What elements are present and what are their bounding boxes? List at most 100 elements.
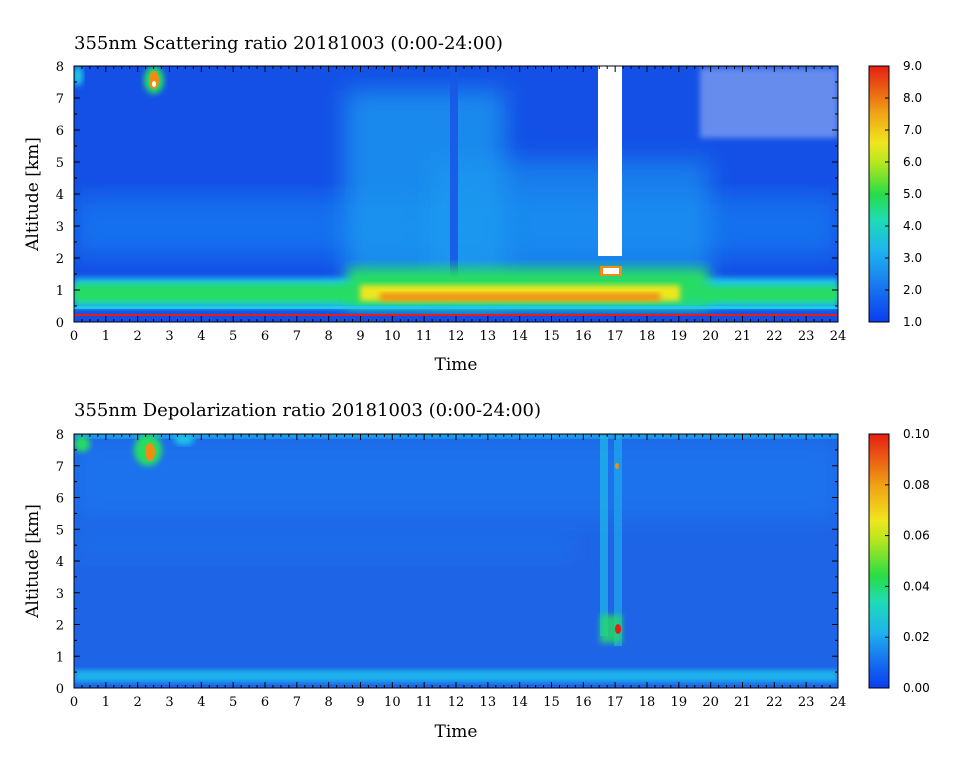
x-tick-label: 21 — [734, 695, 751, 710]
chart-title: 355nm Depolarization ratio 20181003 (0:0… — [74, 400, 541, 421]
colorbar-tick-label: 8.0 — [903, 91, 922, 105]
x-tick-label: 13 — [480, 695, 497, 710]
x-tick-label: 22 — [766, 329, 783, 344]
x-tick-label: 8 — [325, 329, 333, 344]
colorbar-tick-label: 0.00 — [903, 681, 930, 695]
y-tick-label: 8 — [56, 428, 64, 443]
x-tick-label: 23 — [798, 695, 815, 710]
y-tick-label: 5 — [56, 523, 64, 538]
x-tick-label: 2 — [134, 695, 142, 710]
colorbar-tick-label: 4.0 — [903, 219, 922, 233]
x-tick-label: 0 — [70, 329, 78, 344]
x-tick-label: 0 — [70, 695, 78, 710]
x-tick-label: 15 — [543, 329, 560, 344]
heatmap-field — [74, 66, 838, 322]
x-tick-label: 9 — [356, 329, 364, 344]
colorbar-tick-label: 7.0 — [903, 123, 922, 137]
x-tick-label: 17 — [607, 329, 624, 344]
y-tick-label: 6 — [56, 124, 64, 139]
y-tick-label: 0 — [56, 316, 64, 331]
x-tick-label: 12 — [448, 329, 465, 344]
x-tick-label: 19 — [671, 329, 688, 344]
x-tick-label: 9 — [356, 695, 364, 710]
chart-title: 355nm Scattering ratio 20181003 (0:00-24… — [74, 33, 503, 54]
x-tick-label: 13 — [480, 329, 497, 344]
x-tick-label: 6 — [261, 329, 269, 344]
colorbar-tick-label: 0.08 — [903, 478, 930, 492]
colorbar-tick-label: 5.0 — [903, 187, 922, 201]
y-tick-label: 2 — [56, 619, 64, 634]
x-tick-label: 17 — [607, 695, 624, 710]
y-tick-label: 0 — [56, 682, 64, 697]
y-tick-label: 7 — [56, 92, 64, 107]
y-tick-label: 1 — [56, 284, 64, 299]
colorbar-tick-label: 1.0 — [903, 315, 922, 329]
x-tick-label: 19 — [671, 695, 688, 710]
colorbar-tick-label: 0.02 — [903, 630, 930, 644]
x-tick-label: 18 — [639, 329, 656, 344]
x-tick-label: 4 — [197, 329, 205, 344]
heatmap-field — [74, 434, 838, 688]
colorbar: 1.0 2.0 3.0 4.0 5.0 6.0 7.0 8.0 9.0 — [868, 59, 922, 329]
y-tick-label: 3 — [56, 587, 64, 602]
x-tick-label: 12 — [448, 695, 465, 710]
y-axis-label: Altitude [km] — [23, 504, 43, 619]
x-tick-label: 6 — [261, 695, 269, 710]
y-axis: 0 1 2 3 4 5 6 7 8 — [56, 428, 838, 697]
colorbar-tick-label: 0.06 — [903, 529, 930, 543]
x-tick-label: 11 — [416, 695, 433, 710]
x-axis-label: Time — [435, 722, 478, 742]
colorbar-tick-label: 2.0 — [903, 283, 922, 297]
y-tick-label: 5 — [56, 156, 64, 171]
y-tick-label: 7 — [56, 460, 64, 475]
x-tick-label: 23 — [798, 329, 815, 344]
x-tick-label: 1 — [102, 695, 110, 710]
colorbar-tick-label: 0.10 — [903, 427, 930, 441]
x-tick-label: 2 — [134, 329, 142, 344]
scattering-ratio-panel: 355nm Scattering ratio 20181003 (0:00-24… — [23, 33, 922, 375]
y-axis: 0 1 2 3 4 5 6 7 8 — [56, 60, 838, 331]
y-tick-label: 1 — [56, 650, 64, 665]
y-tick-label: 4 — [56, 188, 64, 203]
colorbar: 0.00 0.02 0.04 0.06 0.08 0.10 — [868, 427, 930, 695]
depolarization-ratio-panel: 355nm Depolarization ratio 20181003 (0:0… — [23, 400, 930, 742]
colorbar-tick-label: 3.0 — [903, 251, 922, 265]
x-tick-label: 16 — [575, 695, 592, 710]
x-tick-label: 10 — [384, 695, 401, 710]
x-tick-label: 7 — [293, 329, 301, 344]
x-tick-label: 21 — [734, 329, 751, 344]
y-tick-label: 2 — [56, 252, 64, 267]
x-tick-label: 11 — [416, 329, 433, 344]
x-tick-label: 16 — [575, 329, 592, 344]
colorbar-tick-label: 6.0 — [903, 155, 922, 169]
colorbar-scale — [868, 433, 890, 689]
x-tick-label: 14 — [511, 329, 528, 344]
x-tick-label: 8 — [325, 695, 333, 710]
x-tick-label: 18 — [639, 695, 656, 710]
x-tick-label: 7 — [293, 695, 301, 710]
y-axis-label: Altitude [km] — [23, 137, 43, 252]
x-tick-label: 22 — [766, 695, 783, 710]
x-tick-label: 3 — [165, 695, 173, 710]
y-tick-label: 4 — [56, 555, 64, 570]
x-tick-label: 1 — [102, 329, 110, 344]
y-tick-label: 3 — [56, 220, 64, 235]
x-tick-label: 5 — [229, 329, 237, 344]
y-tick-label: 6 — [56, 492, 64, 507]
y-tick-label: 8 — [56, 60, 64, 75]
colorbar-tick-label: 9.0 — [903, 59, 922, 73]
x-tick-label: 24 — [830, 329, 847, 344]
x-tick-label: 20 — [702, 695, 719, 710]
x-tick-label: 14 — [511, 695, 528, 710]
x-axis: 0 1 2 3 4 5 6 7 8 9 10 11 12 13 14 15 16 17 18 19 20 21 22 23 24 — [70, 434, 846, 710]
x-tick-label: 4 — [197, 695, 205, 710]
x-tick-label: 20 — [702, 329, 719, 344]
x-tick-label: 24 — [830, 695, 847, 710]
x-tick-label: 15 — [543, 695, 560, 710]
x-tick-label: 3 — [165, 329, 173, 344]
x-axis-label: Time — [435, 355, 478, 375]
x-tick-label: 10 — [384, 329, 401, 344]
x-tick-label: 5 — [229, 695, 237, 710]
x-axis: 0 1 2 3 4 5 6 7 8 9 10 11 12 13 14 15 16 17 18 19 20 21 22 23 24 — [70, 66, 846, 344]
